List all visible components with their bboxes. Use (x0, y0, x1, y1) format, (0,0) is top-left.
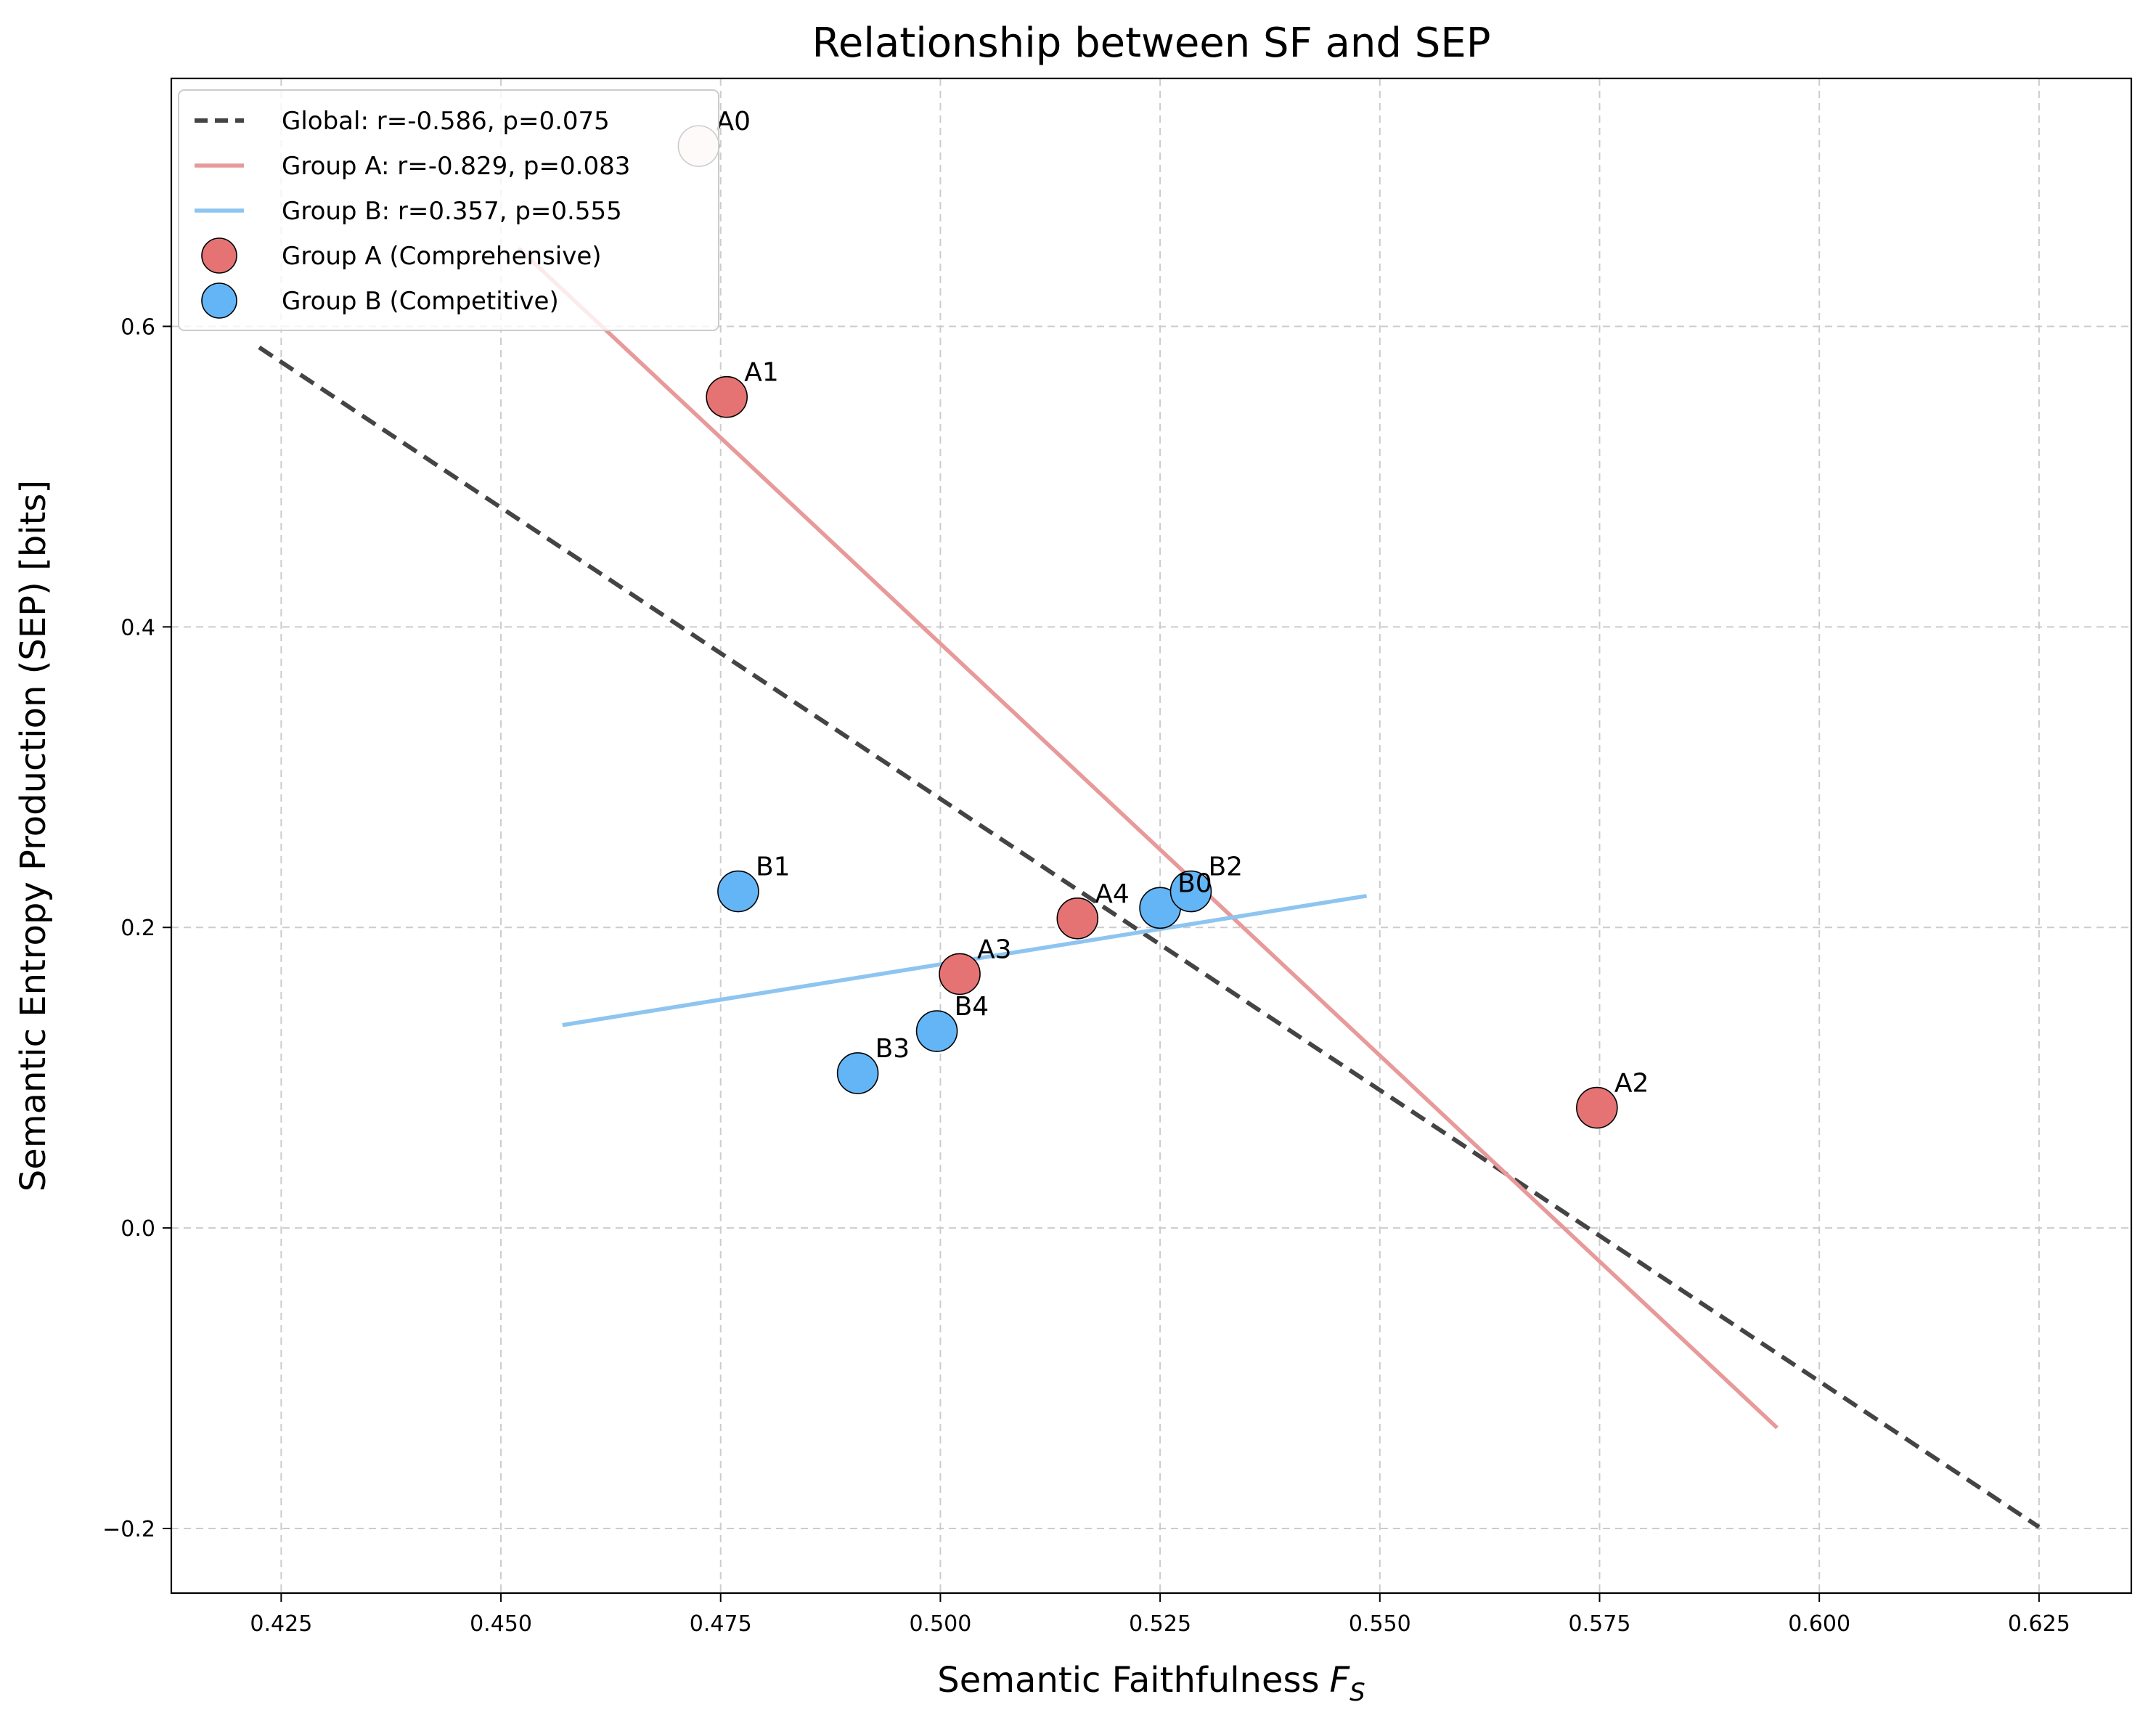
point-b4 (915, 1010, 958, 1052)
legend-label-0: Global: r=-0.586, p=0.075 (282, 107, 610, 136)
point-label-b4: B4 (955, 992, 989, 1022)
legend-label-2: Group B: r=0.357, p=0.555 (282, 197, 622, 226)
chart-title: Relationship between SF and SEP (812, 20, 1491, 67)
legend-label-3: Group A (Comprehensive) (282, 242, 602, 271)
point-b1 (717, 870, 759, 913)
x-axis-ticks: 0.425 0.450 0.475 0.500 0.525 0.550 0.575 0.600… (250, 1593, 2070, 1637)
point-label-a1: A1 (744, 358, 779, 388)
y-tick-label: 0.6 (121, 314, 155, 340)
point-a2 (1576, 1086, 1618, 1129)
plot-frame (170, 77, 2133, 1595)
x-axis-title-subscript: S (1349, 1678, 1365, 1707)
point-label-a4: A4 (1095, 879, 1130, 909)
y-axis-title: Semantic Entropy Production (SEP) [bits] (13, 480, 54, 1192)
x-axis-title: Semantic Faithfulness FS (937, 1660, 1365, 1707)
point-a1 (706, 375, 748, 418)
x-tick-label: 0.600 (1788, 1611, 1850, 1637)
x-tick-label: 0.475 (690, 1611, 752, 1637)
grid-lines (171, 78, 2131, 1593)
y-tick-label: −0.2 (102, 1517, 155, 1542)
point-label-a3: A3 (977, 935, 1012, 964)
point-label-b0: B0 (1177, 868, 1212, 898)
point-a4 (1056, 897, 1099, 940)
legend: Global: r=-0.586, p=0.075 Group A: r=-0.8… (178, 89, 719, 331)
x-axis-title-text: Semantic Faithfulness (937, 1660, 1319, 1701)
point-label-b2: B2 (1208, 852, 1243, 882)
x-tick-label: 0.500 (909, 1611, 971, 1637)
x-axis-title-symbol: F (1330, 1660, 1351, 1701)
legend-label-4: Group B (Competitive) (282, 287, 559, 316)
point-label-a2: A2 (1614, 1069, 1649, 1099)
y-axis-ticks: −0.2 0.0 0.2 0.4 0.6 (102, 314, 171, 1542)
y-tick-label: 0.4 (121, 615, 155, 640)
legend-label-1: Group A: r=-0.829, p=0.083 (282, 152, 630, 181)
regression-lines (258, 246, 2041, 1529)
point-label-b3: B3 (875, 1034, 910, 1064)
legend-box (178, 89, 719, 331)
x-tick-label: 0.425 (250, 1611, 312, 1637)
x-tick-label: 0.575 (1569, 1611, 1631, 1637)
x-tick-label: 0.525 (1129, 1611, 1191, 1637)
legend-swatch-3 (201, 237, 237, 274)
point-b3 (836, 1052, 879, 1094)
point-labels: A0 A1 A2 A3 A4 B0 B1 B2 B3 B4 (716, 107, 1649, 1098)
x-tick-label: 0.450 (470, 1611, 532, 1637)
x-tick-label: 0.550 (1349, 1611, 1411, 1637)
point-a3 (939, 953, 981, 996)
fit-line-1 (517, 246, 1779, 1430)
point-label-b1: B1 (756, 852, 791, 882)
point-b2 (1169, 870, 1212, 913)
legend-swatch-4 (201, 282, 237, 319)
y-tick-label: 0.0 (121, 1216, 155, 1242)
x-tick-label: 0.625 (2008, 1611, 2070, 1637)
y-tick-label: 0.2 (121, 916, 155, 941)
point-label-a0: A0 (716, 107, 751, 137)
fit-line-0 (258, 345, 2041, 1529)
